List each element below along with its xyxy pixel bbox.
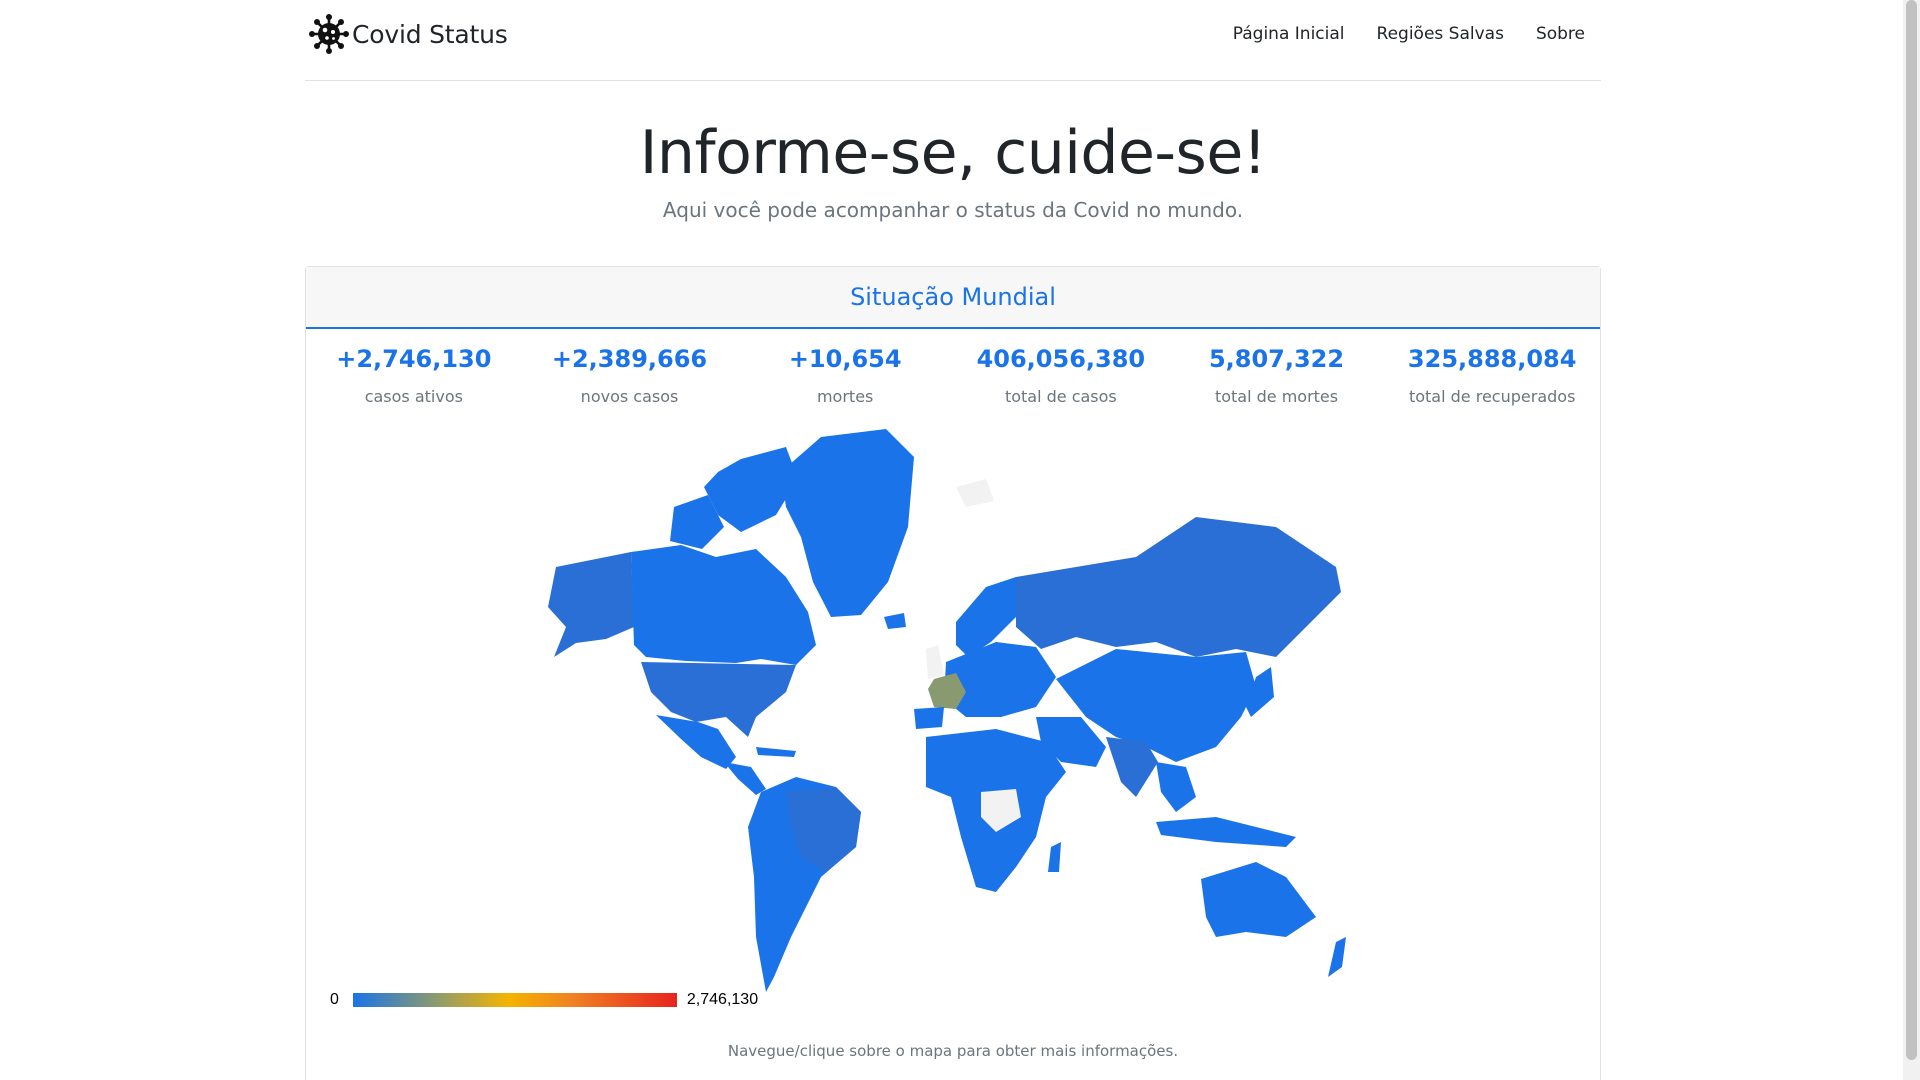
stat-label: casos ativos bbox=[364, 387, 463, 406]
stat-new-cases: +2,389,666 novos casos bbox=[522, 345, 738, 406]
stat-total-cases: 406,056,380 total de casos bbox=[953, 345, 1169, 406]
region-uk[interactable] bbox=[926, 645, 944, 679]
scrollbar-thumb[interactable] bbox=[1906, 0, 1917, 1060]
region-scandinavia[interactable] bbox=[956, 577, 1016, 657]
region-iceland[interactable] bbox=[884, 613, 906, 629]
brand-link[interactable]: Covid Status bbox=[309, 14, 508, 54]
region-brazil[interactable] bbox=[786, 787, 861, 872]
region-africa-no-data[interactable] bbox=[981, 789, 1021, 832]
region-canada-arctic-2[interactable] bbox=[670, 495, 724, 549]
region-indonesia[interactable] bbox=[1156, 817, 1296, 847]
map-legend: 0 2,746,130 bbox=[330, 989, 758, 1011]
region-canada-arctic[interactable] bbox=[704, 447, 798, 532]
stat-value: 5,807,322 bbox=[1208, 345, 1345, 373]
region-iberia[interactable] bbox=[914, 707, 944, 729]
region-europe[interactable] bbox=[944, 642, 1056, 717]
stat-total-deaths: 5,807,322 total de mortes bbox=[1169, 345, 1385, 406]
stat-label: total de mortes bbox=[1214, 387, 1339, 406]
region-southeast-asia[interactable] bbox=[1156, 762, 1196, 812]
region-new-zealand[interactable] bbox=[1328, 937, 1346, 977]
card-header: Situação Mundial bbox=[306, 267, 1600, 329]
legend-min: 0 bbox=[330, 991, 339, 1008]
map-hint: Navegue/clique sobre o mapa para obter m… bbox=[727, 1042, 1179, 1060]
stat-label: mortes bbox=[816, 387, 874, 406]
region-russia[interactable] bbox=[1016, 517, 1341, 657]
brand-name: Covid Status bbox=[352, 19, 508, 49]
stat-value: 406,056,380 bbox=[976, 345, 1146, 373]
region-central-america[interactable] bbox=[724, 762, 766, 795]
legend-max: 2,746,130 bbox=[686, 991, 759, 1008]
stat-deaths: +10,654 mortes bbox=[737, 345, 953, 406]
region-australia[interactable] bbox=[1201, 862, 1316, 937]
region-france[interactable] bbox=[928, 673, 966, 709]
region-asia[interactable] bbox=[1056, 649, 1256, 762]
world-map[interactable] bbox=[456, 417, 1436, 1017]
virus-icon bbox=[309, 14, 349, 54]
region-japan[interactable] bbox=[1246, 667, 1274, 717]
hero-subtitle: Aqui você pode acompanhar o status da Co… bbox=[662, 198, 1244, 222]
stat-value: +10,654 bbox=[788, 345, 902, 373]
navbar: Covid Status Página Inicial Regiões Salv… bbox=[305, 0, 1601, 81]
stat-active-cases: +2,746,130 casos ativos bbox=[306, 345, 522, 406]
stat-label: total de recuperados bbox=[1408, 387, 1576, 406]
stat-label: total de casos bbox=[1004, 387, 1117, 406]
page-container: Covid Status Página Inicial Regiões Salv… bbox=[305, 0, 1601, 1080]
region-alaska[interactable] bbox=[548, 552, 634, 657]
region-madagascar[interactable] bbox=[1048, 842, 1061, 872]
stat-value: 325,888,084 bbox=[1407, 345, 1577, 373]
stat-total-recovered: 325,888,084 total de recuperados bbox=[1384, 345, 1600, 406]
region-mexico[interactable] bbox=[656, 715, 736, 769]
page-scrollbar[interactable] bbox=[1903, 0, 1920, 1080]
region-svalbard[interactable] bbox=[956, 479, 994, 507]
region-canada[interactable] bbox=[631, 545, 816, 665]
nav-home-link[interactable]: Página Inicial bbox=[1232, 24, 1345, 44]
region-greenland[interactable] bbox=[781, 429, 914, 617]
region-usa[interactable] bbox=[641, 662, 796, 737]
stat-value: +2,746,130 bbox=[336, 345, 492, 373]
nav-about-link[interactable]: Sobre bbox=[1535, 24, 1585, 44]
stats-row: +2,746,130 casos ativos +2,389,666 novos… bbox=[306, 345, 1600, 406]
stat-label: novos casos bbox=[580, 387, 679, 406]
legend-gradient bbox=[352, 993, 677, 1007]
region-india[interactable] bbox=[1106, 737, 1158, 797]
card-title: Situação Mundial bbox=[850, 283, 1056, 311]
nav-saved-regions-link[interactable]: Regiões Salvas bbox=[1376, 24, 1504, 44]
hero-title: Informe-se, cuide-se! bbox=[639, 118, 1267, 188]
stat-value: +2,389,666 bbox=[551, 345, 708, 373]
main-nav: Página Inicial Regiões Salvas Sobre bbox=[1233, 24, 1585, 44]
world-status-card: Situação Mundial +2,746,130 casos ativos… bbox=[305, 266, 1601, 1080]
region-caribbean[interactable] bbox=[756, 747, 796, 757]
